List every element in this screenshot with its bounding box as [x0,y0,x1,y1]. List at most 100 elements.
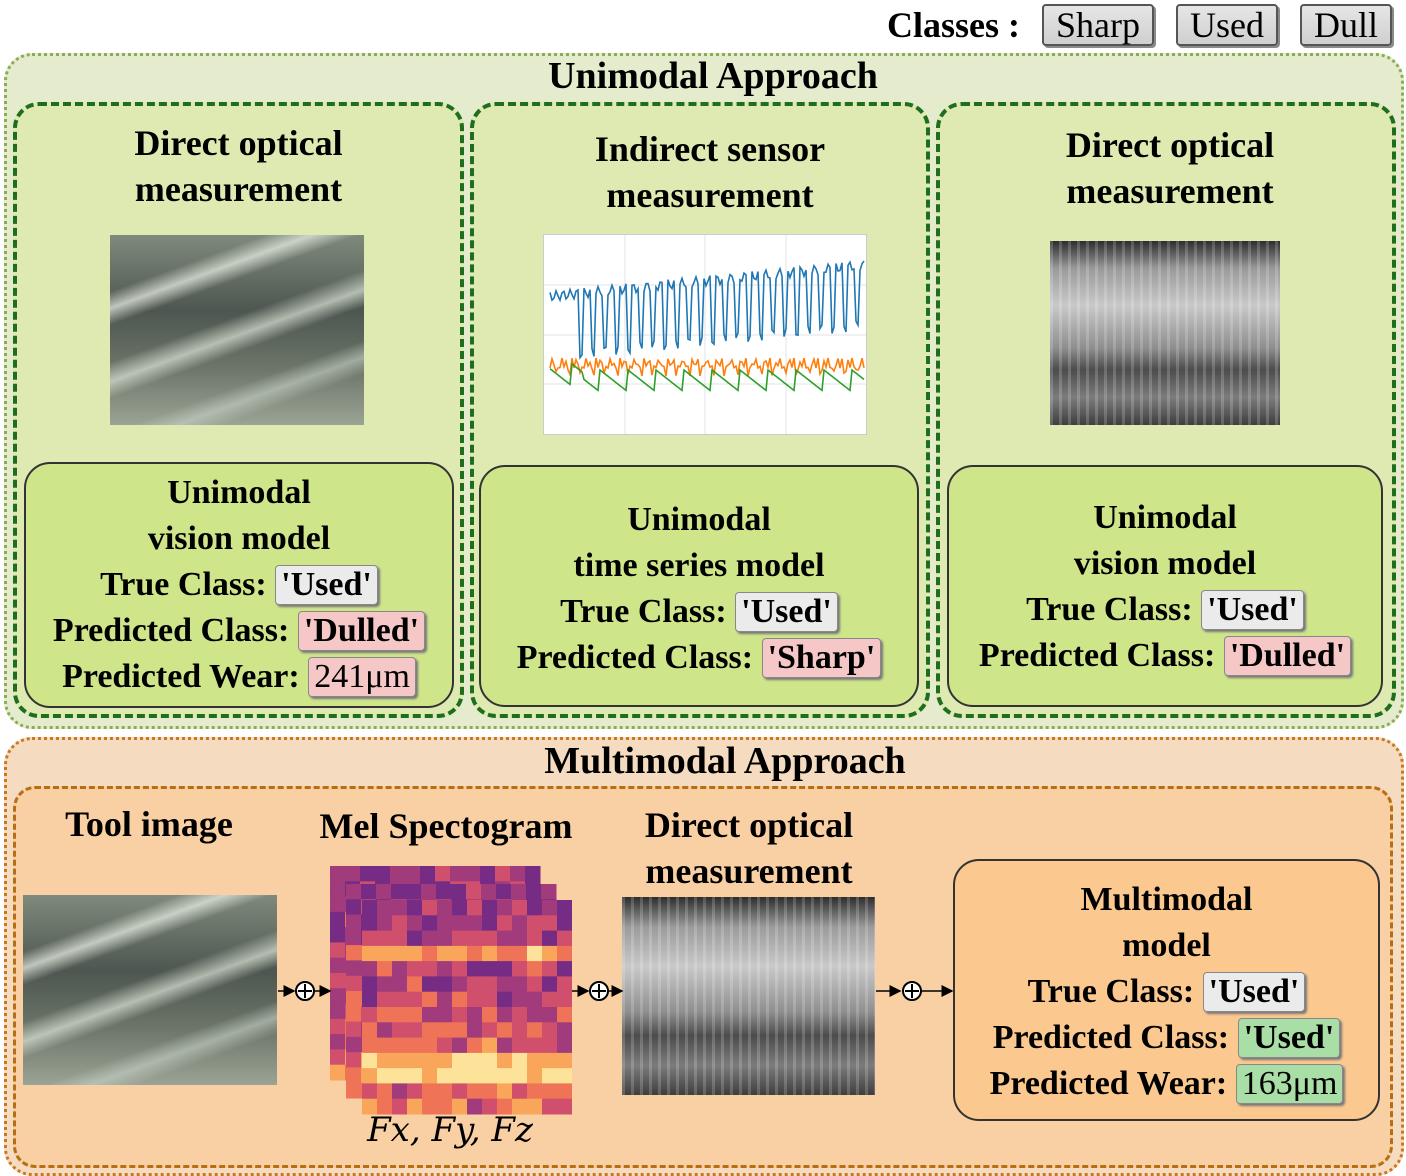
spectrogram-cell [407,915,423,932]
panel2-heading-line1: Indirect sensor [594,129,826,169]
panel3-true-row: True Class: 'Used' [949,587,1381,633]
spectrogram-cell [481,884,497,900]
spectrogram-cell [422,1098,438,1115]
predicted-wear-label: Predicted Wear: [989,1065,1228,1102]
spectrogram-cell [422,1022,438,1039]
multi-model-line1: Multimodal [1080,881,1253,918]
tool-image-label: Tool image [65,804,233,844]
spectrogram-cell [452,1052,468,1069]
spectrogram-cell [482,961,498,977]
spectrogram-cell [422,991,438,1008]
signal-line [549,362,865,392]
legend-used: Used [1175,4,1278,46]
spectrogram-cell [437,1052,453,1069]
spectrogram-cell [452,976,468,993]
spectrogram-cell [467,930,483,947]
spectrogram-cell [377,1098,393,1115]
spectrogram-cell [422,900,438,916]
spectrogram-cell [437,1068,453,1084]
spectrogram-cell [392,1098,408,1115]
spectrogram-cell [527,1037,543,1054]
panel1-model-line2: vision model [147,520,331,557]
spectrogram-cell [467,961,483,977]
spectrogram-cell [377,930,393,947]
spectrogram-cell [346,1036,362,1053]
multimodal-title: Multimodal Approach [544,740,906,782]
spectrogram-cell [420,866,436,882]
spectrogram-cell [452,1037,468,1054]
spectrogram-cell [362,976,378,993]
spectrogram-cell [452,1022,468,1039]
spectrogram-cell [557,1083,573,1100]
spectrogram-cell [541,884,557,900]
spectrogram-cell [452,1068,468,1084]
multi-model-line2: model [1122,927,1211,964]
predicted-class-value: 'Dulled' [1223,636,1352,676]
spectrogram-cell [360,866,376,882]
panel1-true-row: True Class: 'Used' [26,562,452,608]
spectrogram-cell [362,945,378,962]
spectrogram-cell [362,1068,378,1084]
spectrogram-cell [557,1022,573,1039]
true-class-label: True Class: [1026,591,1193,628]
spectrogram-cell [346,960,362,977]
spectrogram-cell [497,1052,513,1069]
spectrogram-cell [362,900,378,916]
legend-sharp: Sharp [1041,4,1154,46]
spectrogram-cell [450,866,466,882]
spectrogram-cell [557,930,573,947]
spectrogram-cell [377,1052,393,1069]
spectrogram-cell [452,1083,468,1100]
spectrogram-cell [377,991,393,1008]
spectrogram-cell [451,884,467,900]
predicted-class-label: Predicted Class: [52,612,290,649]
mel-spectrogram-label: Mel Spectogram [319,806,573,846]
spectrogram-cell [407,1098,423,1115]
spectrogram-cell [557,1098,573,1115]
panel3-heading-line1: Direct optical [1065,125,1275,165]
spectrogram-cell [407,1083,423,1100]
predicted-class-value: 'Used' [1237,1018,1341,1058]
spectrogram-cell [392,1083,408,1100]
panel2-heading-line2: measurement [606,175,814,215]
spectrogram-cell [422,915,438,932]
spectrogram-cell [377,900,393,916]
spectrogram-cell [345,866,361,882]
spectrogram-cell [377,915,393,932]
spectrogram-cell [390,866,406,882]
spectrogram-cell [437,1022,453,1039]
spectrogram-cell [437,1083,453,1100]
spectrogram-cell [497,1007,513,1023]
spectrogram-cell [407,1007,423,1023]
spectrogram-cell [406,884,422,900]
spectrogram-cell [437,1098,453,1115]
spectrogram-cell [330,1049,346,1066]
spectrogram-cell [407,930,423,947]
predicted-class-label: Predicted Class: [516,639,754,676]
predicted-class-label: Predicted Class: [978,637,1216,674]
spectrogram-cell [527,976,543,993]
spectrogram-cell [511,884,527,900]
spectrogram-cell [330,988,346,1005]
spectrogram-cell [557,961,573,977]
spectrogram-cell [512,915,528,932]
spectrogram-cell [497,1022,513,1039]
spectrogram-cell [497,900,513,916]
spectrogram-cell [375,866,391,882]
spectrogram-cell [422,961,438,977]
spectrogram-cell [467,1022,483,1039]
spectrogram-cell [467,1052,483,1069]
panel3-model-line1: Unimodal [1093,499,1237,536]
spectrogram-cell [346,945,362,961]
spectrogram-cell [362,1098,378,1115]
spectrogram-cell [422,1083,438,1100]
spectrogram-cell [482,1098,498,1115]
spectrogram-cell [452,930,468,947]
spectrogram-cell [482,1022,498,1039]
spectrogram-cell [377,961,393,977]
panel2-model-line1: Unimodal [627,501,771,538]
spectrogram-cell [346,929,362,946]
true-class-value: 'Used' [735,592,838,632]
spectrogram-cell [452,945,468,962]
spectrogram-cell [346,1082,362,1099]
